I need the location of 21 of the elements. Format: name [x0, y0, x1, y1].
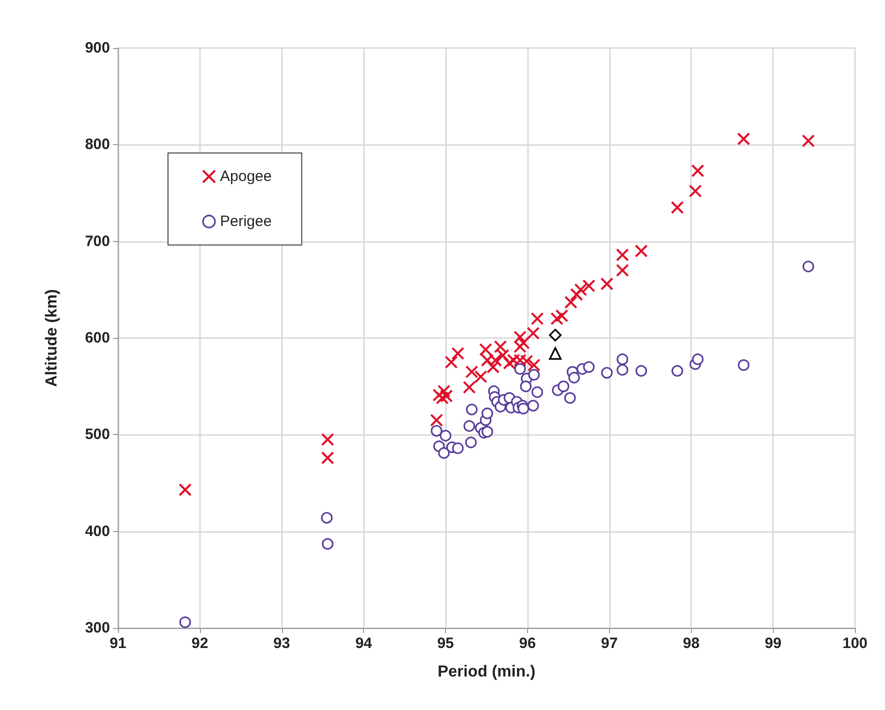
x-tick-label: 99 — [764, 635, 782, 652]
y-tick-label: 500 — [84, 426, 110, 444]
y-tick-label: 800 — [84, 136, 110, 154]
x-tick-label: 100 — [842, 635, 868, 652]
x-tick-label: 98 — [682, 635, 700, 652]
x-tick-label: 91 — [110, 635, 126, 652]
x-tick-label: 97 — [600, 635, 618, 652]
y-tick-label: 700 — [84, 232, 110, 250]
x-tick-label: 94 — [355, 635, 373, 652]
legend-label: Perigee — [220, 213, 272, 230]
x-tick-label: 92 — [192, 635, 208, 652]
x-tick-label: 93 — [273, 635, 290, 652]
y-tick-label: 300 — [84, 620, 110, 636]
y-tick-label: 600 — [84, 330, 110, 346]
y-axis-title: Altitude (km) — [44, 289, 60, 387]
legend-label: Apogee — [220, 168, 272, 185]
y-tick-label: 400 — [84, 522, 110, 540]
x-tick-label: 95 — [437, 635, 454, 652]
x-tick-label: 96 — [519, 635, 536, 652]
y-tick-label: 900 — [84, 40, 110, 56]
x-axis-title: Period (min.) — [438, 664, 536, 680]
